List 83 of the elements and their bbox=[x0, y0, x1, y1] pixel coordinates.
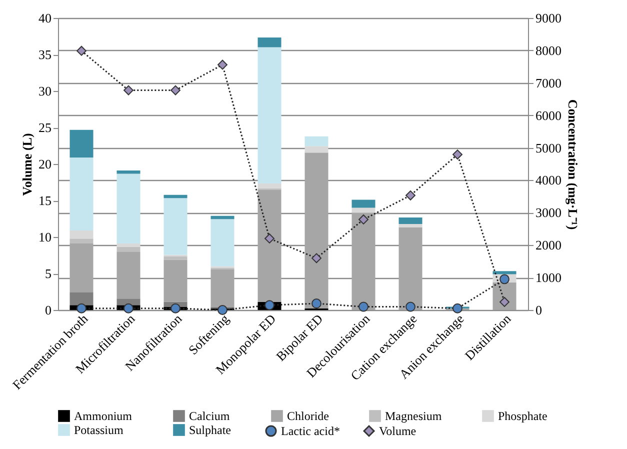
point bbox=[406, 302, 416, 312]
bar bbox=[116, 252, 140, 299]
bar bbox=[164, 194, 188, 198]
bar bbox=[258, 37, 282, 48]
bar bbox=[70, 238, 94, 244]
bar bbox=[116, 298, 140, 306]
point bbox=[500, 297, 510, 307]
bar bbox=[304, 146, 328, 153]
bar bbox=[398, 227, 422, 310]
bar bbox=[70, 292, 94, 306]
bar bbox=[304, 136, 328, 146]
bar bbox=[116, 243, 140, 247]
bar bbox=[164, 260, 188, 302]
y-tick-label: 40 bbox=[38, 10, 52, 26]
bar bbox=[304, 152, 328, 308]
y2-tick-label: 4000 bbox=[536, 172, 562, 188]
y-tick-label: 25 bbox=[38, 120, 52, 135]
point bbox=[312, 298, 322, 308]
point bbox=[218, 60, 228, 70]
bar bbox=[398, 218, 422, 224]
legend-label: Potassium bbox=[74, 423, 124, 437]
y2-tick-label: 5000 bbox=[536, 140, 562, 156]
legend-label: Magnesium bbox=[385, 409, 442, 423]
legend-label: Calcium bbox=[189, 409, 230, 423]
bar bbox=[398, 224, 422, 228]
bar bbox=[210, 269, 234, 307]
y-tick-label: 30 bbox=[38, 84, 52, 98]
bar bbox=[116, 246, 140, 252]
bar bbox=[70, 230, 94, 239]
point bbox=[218, 305, 228, 315]
point bbox=[76, 46, 86, 56]
bar bbox=[492, 271, 516, 274]
bar bbox=[210, 216, 234, 220]
bar bbox=[116, 174, 140, 244]
bar bbox=[164, 198, 188, 255]
point bbox=[452, 303, 462, 314]
point bbox=[170, 303, 180, 314]
legend-label: Volume bbox=[379, 424, 416, 438]
bar bbox=[352, 212, 376, 310]
bar bbox=[70, 130, 94, 158]
legend-label: Phosphate bbox=[498, 409, 548, 423]
y2-tick-label: 8000 bbox=[536, 42, 562, 58]
point bbox=[264, 233, 274, 244]
bar bbox=[258, 183, 282, 188]
y-axis-title: Volume (L) bbox=[20, 133, 34, 196]
bar bbox=[258, 47, 282, 184]
point bbox=[452, 150, 462, 160]
point bbox=[312, 253, 322, 264]
legend-label: Ammonium bbox=[74, 409, 133, 423]
y2-tick-label: 2000 bbox=[536, 238, 562, 253]
bar bbox=[210, 219, 234, 266]
y-tick-label: 35 bbox=[38, 47, 52, 62]
bar bbox=[70, 243, 94, 292]
y-tick-label: 5 bbox=[45, 266, 52, 281]
y-tick-label: 20 bbox=[38, 156, 52, 172]
point bbox=[358, 302, 368, 312]
y-tick-label: 0 bbox=[45, 302, 52, 318]
y2-axis-title: Concentration (mg·L⁻¹) bbox=[566, 99, 580, 230]
y2-tick-label: 6000 bbox=[536, 108, 562, 123]
point bbox=[124, 85, 134, 96]
point bbox=[358, 214, 368, 224]
point bbox=[124, 303, 134, 314]
point bbox=[264, 300, 274, 310]
bar bbox=[258, 190, 282, 302]
y2-tick-label: 7000 bbox=[536, 75, 562, 90]
bar bbox=[352, 208, 376, 213]
y2-tick-label: 1000 bbox=[536, 270, 562, 286]
legend-label: Chloride bbox=[287, 409, 329, 423]
legend-label: Lactic acid* bbox=[281, 424, 340, 438]
point bbox=[170, 85, 180, 96]
bar bbox=[164, 256, 188, 260]
point bbox=[406, 190, 416, 200]
bar bbox=[352, 200, 376, 208]
point bbox=[500, 274, 510, 284]
y2-tick-label: 9000 bbox=[536, 10, 562, 26]
y-tick-label: 15 bbox=[38, 193, 52, 208]
legend-label: Sulphate bbox=[189, 423, 231, 437]
y-tick-label: 10 bbox=[38, 230, 52, 244]
bar bbox=[70, 158, 94, 231]
y2-tick-label: 3000 bbox=[536, 205, 562, 220]
point bbox=[76, 303, 86, 314]
y2-tick-label: 0 bbox=[536, 302, 542, 318]
bar bbox=[116, 170, 140, 174]
